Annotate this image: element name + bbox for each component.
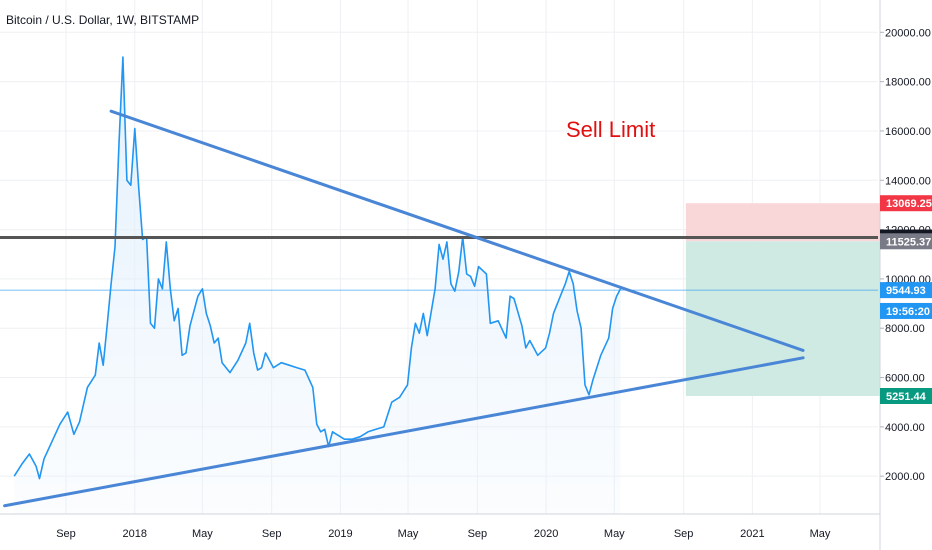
y-tick-label: 8000.00 xyxy=(885,323,925,335)
x-tick-label: May xyxy=(810,528,831,540)
x-tick-label: 2021 xyxy=(740,528,764,540)
stop-loss-zone xyxy=(685,203,880,242)
price-tags: 13069.2511677.6311525.379544.9319:56:205… xyxy=(880,195,932,404)
position-zones xyxy=(685,203,880,396)
price-tag-box xyxy=(880,302,932,319)
price-tag-box xyxy=(880,282,932,299)
x-tick-label: Sep xyxy=(674,528,694,540)
x-tick-label: 2018 xyxy=(123,528,147,540)
y-tick-label: 18000.00 xyxy=(885,77,931,89)
price-tag-box xyxy=(880,387,932,404)
chart-title: Bitcoin / U.S. Dollar, 1W, BITSTAMP xyxy=(6,13,199,27)
drawn-lines xyxy=(0,109,878,508)
x-tick-label: May xyxy=(398,528,419,540)
y-tick-label: 16000.00 xyxy=(885,126,931,138)
x-tick-label: May xyxy=(604,528,625,540)
x-tick-label: May xyxy=(192,528,213,540)
price-tag-label: 5251.44 xyxy=(886,391,927,403)
descending-trendline[interactable] xyxy=(109,109,805,352)
x-tick-label: Sep xyxy=(56,528,76,540)
y-tick-label: 6000.00 xyxy=(885,373,925,385)
price-tag-label: 19:56:20 xyxy=(886,306,930,318)
y-tick-label: 4000.00 xyxy=(885,422,925,434)
take-profit-zone xyxy=(685,241,880,396)
y-tick-label: 20000.00 xyxy=(885,27,931,39)
ascending-trendline[interactable] xyxy=(3,356,805,508)
x-tick-label: Sep xyxy=(468,528,488,540)
price-area-fill xyxy=(14,57,621,514)
price-tag-box xyxy=(880,195,932,212)
y-tick-label: 2000.00 xyxy=(885,471,925,483)
sell-limit-annotation: Sell Limit xyxy=(566,117,655,142)
y-tick-label: 14000.00 xyxy=(885,175,931,187)
x-tick-label: Sep xyxy=(262,528,282,540)
price-tag-box xyxy=(880,233,932,250)
price-area xyxy=(13,56,622,514)
price-tag-label: 9544.93 xyxy=(886,285,926,297)
price-tag-label: 13069.25 xyxy=(886,198,932,210)
price-line[interactable] xyxy=(13,56,622,480)
x-tick-label: 2020 xyxy=(534,528,558,540)
x-tick-label: 2019 xyxy=(328,528,352,540)
price-tag-label: 11525.37 xyxy=(886,236,931,248)
